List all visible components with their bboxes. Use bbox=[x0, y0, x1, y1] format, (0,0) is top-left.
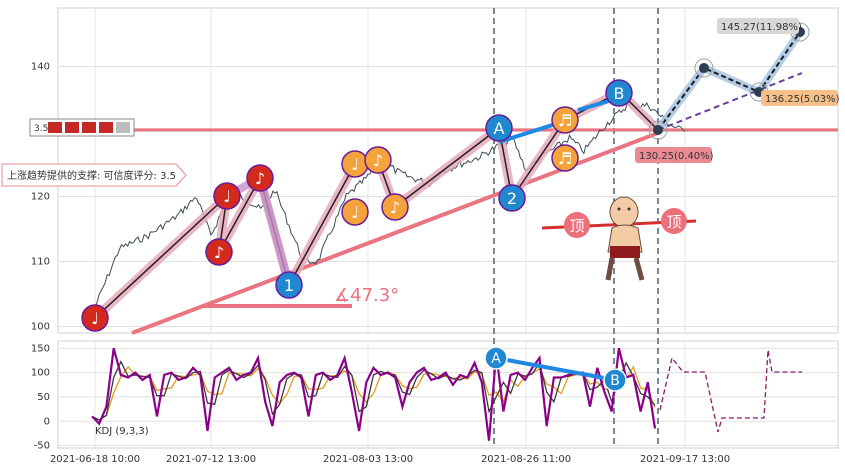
left-badge-text: 3.5 bbox=[34, 124, 48, 134]
indicator-plot-frame bbox=[57, 340, 839, 449]
indicator-y-tick-label: 0 bbox=[44, 416, 50, 427]
marker-label: ♩ bbox=[351, 155, 359, 174]
x-tick-label: 2021-07-12 13:00 bbox=[166, 454, 256, 465]
price-label-mid-text: 136.25(5.03%) bbox=[765, 94, 840, 105]
projection-node bbox=[699, 63, 709, 73]
price-label-top-text: 145.27(11.98%) bbox=[721, 22, 802, 33]
projection-path bbox=[657, 31, 801, 131]
support-label-text: 上涨趋势提供的支撑: 可信度评分: 3.5 bbox=[7, 169, 176, 182]
marker-label: 2 bbox=[507, 189, 517, 208]
marker-label: ♩ bbox=[351, 203, 359, 222]
price-label-low: 130.25(0.40%) bbox=[635, 147, 714, 163]
indicator-y-tick-label: -50 bbox=[34, 441, 50, 452]
marker-circle bbox=[341, 198, 369, 226]
marker-label: ♪ bbox=[255, 169, 265, 188]
x-tick-label: 2021-08-26 11:00 bbox=[481, 454, 571, 465]
indicator-marker-circle bbox=[603, 368, 627, 392]
marker-circle bbox=[551, 106, 579, 134]
price-drawings: ♩ ♩ ♪ ♪ 1 ♩ ♪ ♩ ♪ A 2 ♬ ♬ B bbox=[58, 22, 838, 335]
marker-label: ♪ bbox=[390, 198, 400, 217]
price-y-tick-label: 120 bbox=[31, 192, 50, 203]
marker-circle bbox=[275, 271, 303, 299]
indicator-y-tick-label: 50 bbox=[37, 392, 50, 403]
marker-circle bbox=[551, 144, 579, 172]
projection-node-ring bbox=[694, 58, 714, 78]
marker-circle bbox=[498, 184, 526, 212]
x-ticks: 2021-06-18 10:00 2021-07-12 13:00 2021-08-… bbox=[50, 454, 730, 465]
marker-circle bbox=[246, 164, 274, 192]
indicator-y-tick-label: 150 bbox=[31, 343, 50, 354]
indicator-y-ticks: -50 0 50 100 150 bbox=[31, 343, 50, 451]
marker-circle bbox=[485, 114, 513, 142]
marker-label: A bbox=[494, 119, 505, 138]
indicator-y-tick-label: 100 bbox=[31, 368, 50, 379]
marker-label: B bbox=[614, 84, 625, 103]
marker-circle bbox=[605, 79, 633, 107]
marker-circle bbox=[81, 304, 109, 332]
kdj-projection bbox=[659, 349, 802, 433]
projection-node bbox=[653, 125, 663, 135]
x-tick-label: 2021-08-03 13:00 bbox=[323, 454, 413, 465]
indicator-marker-label: B bbox=[610, 373, 620, 389]
price-y-tick-label: 140 bbox=[31, 62, 50, 73]
price-panel: 100 110 120 140 bbox=[31, 7, 839, 334]
top-figure: 顶 顶 bbox=[541, 196, 697, 281]
x-tick-label: 2021-06-18 10:00 bbox=[50, 454, 140, 465]
price-label-mid: 136.25(5.03%) bbox=[761, 90, 840, 106]
indicator-marker-circle bbox=[484, 346, 508, 370]
marker-label: ♩ bbox=[91, 309, 99, 328]
price-label-top: 145.27(11.98%) bbox=[717, 18, 802, 34]
indicator-ab-connector bbox=[495, 356, 616, 382]
projection-channel bbox=[657, 72, 803, 131]
annotation-labels: 145.27(11.98%) 136.25(5.03%) 130.25(0.40… bbox=[1, 18, 840, 437]
left-badge: 3.5 bbox=[29, 118, 135, 137]
marker-circle bbox=[364, 146, 392, 174]
x-tick-label: 2021-09-17 13:00 bbox=[640, 454, 730, 465]
projection-node-ring bbox=[648, 120, 668, 140]
price-y-ticks: 100 110 120 140 bbox=[31, 62, 50, 333]
marker-label: 1 bbox=[284, 276, 294, 295]
marker-label: ♪ bbox=[373, 151, 383, 170]
price-y-tick-label: 100 bbox=[31, 322, 50, 333]
marker-label: ♪ bbox=[214, 243, 224, 262]
indicator-legend: KDJ (9,3,3) bbox=[95, 426, 149, 437]
price-y-tick-label: 110 bbox=[31, 257, 50, 268]
indicator-panel: -50 0 50 100 150 bbox=[31, 340, 839, 452]
indicator-marker-label: A bbox=[491, 351, 501, 367]
indicator-grid bbox=[58, 341, 838, 448]
kdj-j-line bbox=[91, 348, 657, 441]
indicator-drawings: AB bbox=[91, 346, 802, 441]
marker-label: ♬ bbox=[558, 149, 572, 168]
price-label-low-text: 130.25(0.40%) bbox=[639, 151, 714, 162]
marker-circle bbox=[213, 182, 241, 210]
marker-label: ♬ bbox=[558, 111, 572, 130]
angle-label: ∡47.3° bbox=[334, 285, 399, 306]
top-sign-right: 顶 bbox=[666, 213, 681, 231]
marker-circle bbox=[381, 193, 409, 221]
marker-label: ♩ bbox=[223, 187, 231, 206]
support-label: 上涨趋势提供的支撑: 可信度评分: 3.5 bbox=[1, 163, 187, 187]
top-sign-left: 顶 bbox=[569, 217, 584, 235]
marker-circle bbox=[205, 238, 233, 266]
